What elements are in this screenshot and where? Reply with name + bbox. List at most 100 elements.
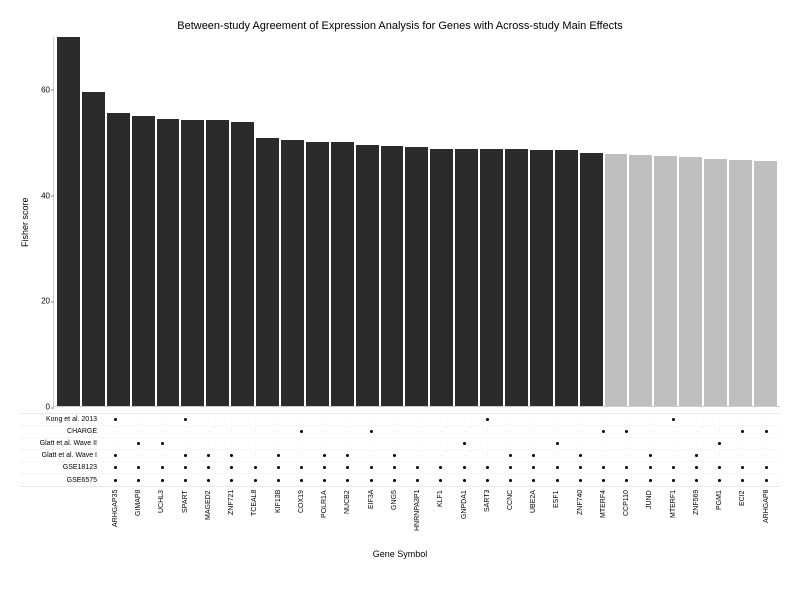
x-tick-label: POLR1A (314, 490, 335, 545)
dot-cell (616, 466, 637, 469)
dot-absent-icon (255, 431, 256, 432)
dot-absent-icon (417, 431, 418, 432)
y-tick: 20 (41, 297, 50, 306)
dot-cell (570, 418, 591, 421)
bar (181, 120, 204, 406)
dot-cell (709, 442, 730, 445)
x-tick-label: ECI2 (732, 490, 753, 545)
dot-cell (221, 466, 242, 469)
dot-cell (454, 430, 475, 433)
dot-cell (663, 430, 684, 433)
dot-absent-icon (766, 419, 767, 420)
dot-present-icon (439, 479, 442, 482)
dot-cell (244, 430, 265, 433)
dot-cell (337, 430, 358, 433)
dot-absent-icon (580, 443, 581, 444)
dot-cell (128, 454, 149, 457)
dot-cell (151, 442, 172, 445)
dot-cell (454, 442, 475, 445)
dot-cell (198, 430, 219, 433)
dot-present-icon (532, 454, 535, 457)
bar (530, 150, 553, 406)
dot-cell (477, 466, 498, 469)
dot-cell (756, 442, 777, 445)
dot-absent-icon (138, 431, 139, 432)
x-tick-label: UCHL3 (151, 490, 172, 545)
dot-cell (709, 479, 730, 482)
bar (605, 154, 628, 406)
dot-row-label: GSE18123 (20, 464, 102, 471)
dot-present-icon (602, 430, 605, 433)
x-tick-label: MTERF1 (663, 490, 684, 545)
dot-cell (593, 454, 614, 457)
dot-cell (361, 454, 382, 457)
dot-cell (756, 454, 777, 457)
dot-cell (546, 418, 567, 421)
dot-present-icon (114, 454, 117, 457)
dot-present-icon (625, 430, 628, 433)
x-tick-label: HNRNPA3P1 (407, 490, 428, 545)
dot-present-icon (184, 418, 187, 421)
plot-region: Fisher score 0204060 (20, 37, 780, 407)
dot-cell (128, 479, 149, 482)
dot-present-icon (300, 466, 303, 469)
dot-present-icon (463, 479, 466, 482)
dot-cell (593, 418, 614, 421)
dot-absent-icon (394, 419, 395, 420)
dot-present-icon (741, 479, 744, 482)
x-tick-label: JUND (639, 490, 660, 545)
dot-present-icon (370, 479, 373, 482)
bar (405, 147, 428, 406)
dot-cell (500, 479, 521, 482)
dot-cell (407, 442, 428, 445)
bar (480, 149, 503, 406)
dot-cell (128, 418, 149, 421)
y-axis-ticks: 0204060 (34, 37, 54, 407)
dot-cell (663, 454, 684, 457)
dot-present-icon (184, 454, 187, 457)
dot-cell (523, 430, 544, 433)
x-tick-label: ARHGAP35 (105, 490, 126, 545)
dot-present-icon (532, 479, 535, 482)
dot-cell (756, 466, 777, 469)
x-tick-label: KLF1 (430, 490, 451, 545)
dot-present-icon (765, 430, 768, 433)
dot-present-icon (672, 466, 675, 469)
dot-row-cells (102, 442, 780, 445)
dot-present-icon (230, 454, 233, 457)
dot-cell (314, 479, 335, 482)
dot-cell (686, 466, 707, 469)
dot-cell (198, 466, 219, 469)
dot-cell (128, 442, 149, 445)
dot-cell (151, 430, 172, 433)
dot-cell (384, 479, 405, 482)
dot-cell (221, 454, 242, 457)
dot-cell (709, 418, 730, 421)
dot-absent-icon (138, 419, 139, 420)
dot-absent-icon (185, 431, 186, 432)
dot-present-icon (370, 430, 373, 433)
dot-absent-icon (650, 443, 651, 444)
dot-cell (663, 479, 684, 482)
dot-cell (686, 418, 707, 421)
dot-cell (244, 466, 265, 469)
dot-present-icon (532, 466, 535, 469)
dot-absent-icon (650, 431, 651, 432)
bar (704, 159, 727, 406)
dot-cell (337, 479, 358, 482)
dot-absent-icon (208, 431, 209, 432)
dot-present-icon (184, 466, 187, 469)
dot-cell (546, 442, 567, 445)
dot-present-icon (695, 454, 698, 457)
dot-cell (454, 466, 475, 469)
dot-cell (616, 442, 637, 445)
dot-present-icon (556, 466, 559, 469)
dot-cell (221, 418, 242, 421)
dot-cell (732, 442, 753, 445)
dot-cell (546, 454, 567, 457)
bar (132, 116, 155, 406)
dot-cell (268, 454, 289, 457)
dot-absent-icon (533, 419, 534, 420)
dot-cell (639, 430, 660, 433)
dot-absent-icon (603, 419, 604, 420)
